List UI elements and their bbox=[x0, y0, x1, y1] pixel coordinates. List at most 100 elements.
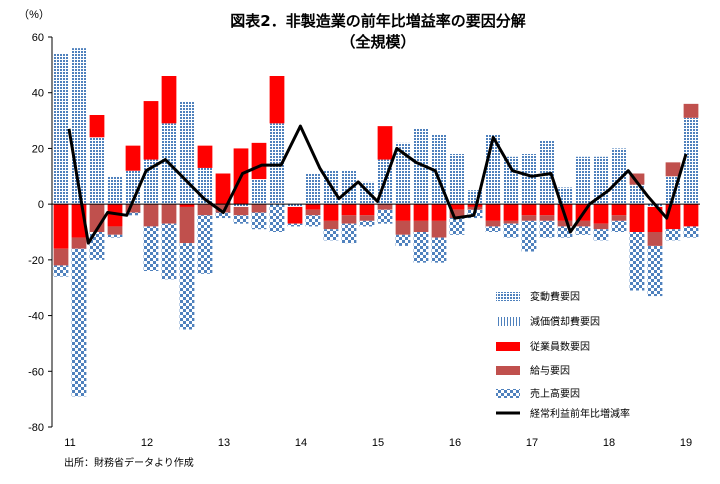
bar-wages bbox=[107, 226, 123, 235]
bar-wages bbox=[143, 204, 159, 227]
bar-variable-cost bbox=[395, 142, 411, 205]
bar-sales bbox=[557, 226, 573, 238]
bar-wages bbox=[233, 206, 249, 216]
bar-variable-cost bbox=[539, 140, 555, 205]
bar-variable-cost bbox=[413, 128, 429, 205]
bar-employees bbox=[521, 204, 537, 216]
bar-sales bbox=[233, 215, 249, 224]
bar-sales bbox=[521, 220, 537, 252]
bar-sales bbox=[575, 226, 591, 235]
y-tick-label: 0 bbox=[38, 199, 44, 211]
bar-sales bbox=[305, 215, 321, 227]
bar-wages bbox=[557, 220, 573, 227]
x-tick-label: 18 bbox=[603, 437, 615, 449]
bar-sales bbox=[629, 232, 645, 291]
bar-variable-cost bbox=[251, 179, 267, 205]
bar-wages bbox=[341, 215, 357, 224]
bar-variable-cost bbox=[107, 176, 123, 205]
bar-employees bbox=[539, 204, 555, 216]
bar-employees bbox=[485, 204, 501, 221]
bars bbox=[53, 48, 699, 397]
bar-wages bbox=[71, 237, 87, 249]
bar-wages bbox=[359, 215, 375, 221]
bar-sales bbox=[89, 232, 105, 260]
bar-sales bbox=[377, 209, 393, 224]
bar-sales bbox=[341, 223, 357, 244]
legend: 変動費要因 減価償却費要因 従業員数要因 給与要因 売上高要因 経常利益前年比増… bbox=[496, 290, 630, 420]
bar-sales bbox=[395, 234, 411, 246]
bar-employees bbox=[593, 204, 609, 224]
profit-line-group bbox=[67, 124, 688, 245]
bar-wages bbox=[449, 209, 465, 219]
bar-variable-cost bbox=[575, 156, 591, 205]
bar-sales bbox=[251, 212, 267, 230]
bar-sales bbox=[503, 223, 519, 238]
bar-sales bbox=[323, 229, 339, 241]
bar-wages bbox=[431, 220, 447, 238]
legend-label-wages: 給与要因 bbox=[530, 364, 570, 377]
bar-employees bbox=[251, 142, 267, 180]
legend-label-sales: 売上高要因 bbox=[530, 387, 580, 400]
bar-sales bbox=[485, 226, 501, 232]
y-axis-unit: （%） bbox=[18, 8, 50, 21]
bar-variable-cost bbox=[503, 156, 519, 205]
bar-variable-cost bbox=[611, 148, 627, 205]
bar-employees bbox=[395, 204, 411, 221]
bar-sales bbox=[539, 220, 555, 238]
bar-sales bbox=[359, 220, 375, 227]
bar-employees bbox=[413, 204, 429, 221]
legend-swatch-wages bbox=[496, 366, 520, 375]
bar-employees bbox=[305, 204, 321, 210]
bar-employees bbox=[647, 206, 663, 232]
bar-sales bbox=[431, 237, 447, 263]
y-axis: -80 -60 -40 -20 0 20 40 60 bbox=[28, 32, 53, 434]
legend-swatch-variable bbox=[496, 292, 520, 301]
bar-variable-cost bbox=[449, 154, 465, 205]
legend-swatch-depreciation bbox=[496, 317, 520, 326]
bar-wages bbox=[683, 103, 699, 118]
y-tick-label: -20 bbox=[28, 255, 44, 267]
bar-variable-cost bbox=[53, 53, 69, 205]
bar-employees bbox=[629, 204, 645, 232]
bar-variable-cost bbox=[305, 173, 321, 205]
bar-employees bbox=[89, 115, 105, 138]
bar-wages bbox=[503, 220, 519, 224]
bar-sales bbox=[413, 232, 429, 263]
y-tick-label: 40 bbox=[32, 88, 44, 100]
bar-employees bbox=[503, 204, 519, 221]
x-tick-label: 11 bbox=[64, 437, 75, 449]
bar-variable-cost bbox=[341, 170, 357, 205]
bar-sales bbox=[647, 245, 663, 297]
bar-wages bbox=[521, 215, 537, 221]
source-note: 出所：財務省データより作成 bbox=[64, 456, 194, 469]
bar-sales bbox=[287, 223, 303, 227]
bar-employees bbox=[341, 204, 357, 216]
legend-swatch-employees bbox=[496, 342, 520, 351]
x-tick-label: 13 bbox=[218, 437, 230, 449]
x-tick-label: 14 bbox=[295, 437, 307, 449]
bar-sales bbox=[683, 226, 699, 238]
bar-employees bbox=[431, 204, 447, 221]
bar-sales bbox=[161, 223, 177, 280]
bar-wages bbox=[647, 232, 663, 246]
bar-wages bbox=[395, 220, 411, 235]
bar-employees bbox=[53, 204, 69, 249]
bar-sales bbox=[215, 212, 231, 219]
bar-employees bbox=[269, 76, 285, 124]
bar-employees bbox=[377, 126, 393, 160]
bar-variable-cost bbox=[287, 204, 303, 207]
bar-sales bbox=[449, 218, 465, 235]
chart-subtitle: （全規模） bbox=[340, 33, 415, 51]
bar-sales bbox=[269, 204, 285, 232]
bar-wages bbox=[575, 220, 591, 227]
bar-wages bbox=[179, 206, 195, 244]
legend-label-variable: 変動費要因 bbox=[530, 290, 580, 303]
y-tick-label: 20 bbox=[32, 143, 44, 155]
legend-label-line: 経常利益前年比増減率 bbox=[530, 407, 630, 420]
bar-wages bbox=[161, 204, 177, 224]
bar-employees bbox=[179, 204, 195, 207]
legend-label-employees: 従業員数要因 bbox=[530, 340, 590, 353]
bar-employees bbox=[611, 204, 627, 216]
bar-sales bbox=[53, 265, 69, 277]
